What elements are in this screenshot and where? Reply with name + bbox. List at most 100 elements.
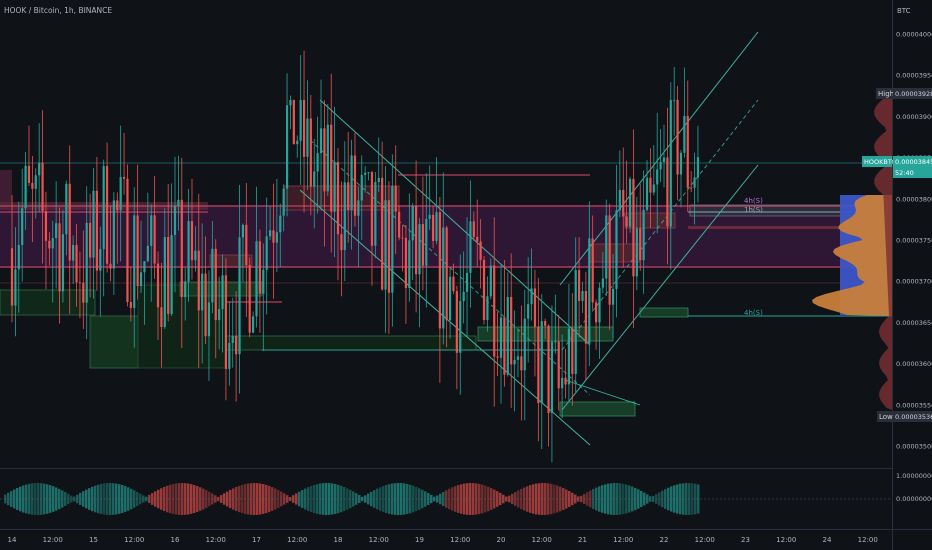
candle-body [347, 182, 350, 210]
time-tick-label: 19 [415, 536, 424, 544]
oscillator-bar [421, 489, 424, 509]
oscillator-bar [445, 490, 448, 508]
candle-body [408, 240, 411, 288]
oscillator-bar [157, 489, 160, 509]
down-channel-mid [309, 139, 591, 396]
oscillator-bar [133, 490, 136, 508]
oscillator-bar [205, 490, 208, 508]
candle-body [10, 248, 14, 306]
candle-body [496, 356, 499, 358]
symbol-tag-bg [862, 156, 892, 167]
oscillator-bar [538, 483, 541, 515]
oscillator-bar [622, 483, 625, 515]
oscillator-bar [361, 496, 364, 502]
candle-body [384, 200, 387, 290]
candle-body [642, 209, 645, 261]
annotation-label-c: 4h(S) [744, 309, 763, 317]
time-tick-label: 12:00 [287, 536, 307, 544]
candle-body [17, 244, 20, 270]
candle-body [299, 99, 302, 141]
time-tick-label: 12:00 [776, 536, 796, 544]
oscillator-bar [406, 483, 409, 515]
candle-body [452, 276, 455, 292]
oscillator-bar [82, 491, 85, 507]
candle-body [129, 301, 132, 309]
candle-body [58, 223, 61, 292]
osc-tick-zero: 0.00000000 [896, 495, 932, 503]
high-tag-label-bg [876, 88, 892, 99]
candle-body [662, 157, 666, 162]
oscillator-bar [277, 490, 280, 508]
candle-body [21, 208, 24, 245]
oscillator-bar [625, 484, 628, 514]
last-price-tag-bg[interactable] [893, 156, 932, 178]
oscillator-bar [613, 483, 616, 515]
oscillator-bar [61, 490, 64, 508]
candle-body [581, 291, 584, 301]
candle-body [554, 341, 557, 343]
oscillator-bar [661, 490, 664, 508]
oscillator-bar [253, 483, 256, 515]
oscillator-bar [610, 483, 613, 515]
candle-body [61, 234, 65, 292]
candle-body [676, 99, 679, 175]
candle-body [537, 326, 540, 404]
oscillator-bar [274, 488, 277, 510]
oscillator-bar [298, 491, 301, 507]
oscillator-bar [229, 489, 232, 509]
candle-body [102, 166, 105, 250]
candle-body [527, 304, 530, 319]
oscillator-bar [454, 486, 457, 512]
candle-body [330, 124, 333, 212]
time-tick-label: 12:00 [695, 536, 715, 544]
candle-body [105, 166, 109, 264]
candle-body [65, 183, 68, 235]
candle-body [622, 189, 625, 217]
oscillator-bar [373, 490, 376, 508]
price-tick-label: 0.00003650 [896, 319, 932, 327]
candle-body [173, 206, 177, 236]
candle-body [404, 237, 408, 288]
oscillator-bar [481, 484, 484, 514]
price-tick-label: 0.00003800 [896, 195, 932, 203]
oscillator-bar [646, 494, 649, 504]
candle-body [285, 105, 289, 189]
oscillator-bar [214, 495, 217, 503]
oscillator-bar [73, 496, 76, 502]
time-tick-label: 14 [8, 536, 17, 544]
candle-body [391, 185, 394, 293]
oscillator-bar [178, 483, 181, 515]
price-tick-label: 0.00003900 [896, 113, 932, 121]
candle-body [218, 309, 221, 321]
oscillator-bar [382, 486, 385, 512]
oscillator-bar [685, 483, 688, 515]
candle-body [211, 248, 214, 303]
time-axis-ticks: 14 12:00 15 12:00 16 12:00 17 12:00 18 12:00 19 12:… [8, 536, 878, 544]
oscillator-bar [313, 484, 316, 514]
candle-body [109, 263, 112, 269]
oscillator-bar [553, 484, 556, 514]
candle-body [258, 241, 261, 294]
candle-body [533, 288, 537, 327]
candle-body [197, 250, 200, 311]
volume-profile-upper [874, 95, 892, 410]
candles-layer [10, 50, 700, 463]
price-tick-label: 0.00004000 [896, 31, 932, 39]
candle-body [245, 224, 248, 266]
candle-body [578, 270, 581, 301]
candle-body [571, 328, 574, 374]
candle-body [387, 200, 391, 293]
oscillator-bar [118, 484, 121, 514]
oscillator-bar [34, 483, 37, 515]
oscillator-bar [574, 494, 577, 504]
oscillator-bar [262, 484, 265, 514]
oscillator-bar [250, 483, 253, 515]
oscillator-bar [493, 489, 496, 509]
oscillator-bar [109, 483, 112, 515]
oscillator-bar [694, 483, 697, 515]
candle-body [561, 377, 564, 389]
candle-body [296, 140, 299, 145]
candle-body [163, 237, 166, 328]
oscillator-bar [385, 484, 388, 514]
